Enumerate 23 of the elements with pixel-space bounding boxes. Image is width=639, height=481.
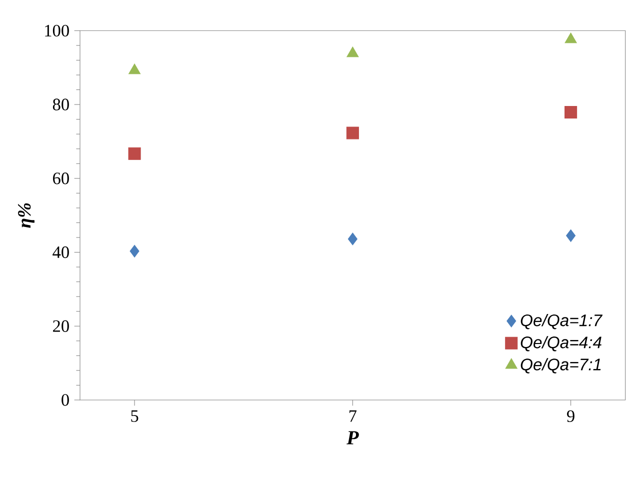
- y-tick-label: 60: [53, 172, 69, 184]
- point: [130, 244, 140, 258]
- point: [346, 126, 359, 140]
- legend-label: Qe/Qa=1:7: [520, 314, 603, 330]
- point: [128, 64, 141, 74]
- legend-label: Qe/Qa=4:4: [520, 336, 602, 352]
- y-tick-label: 20: [53, 320, 69, 332]
- y-tick-label: 0: [62, 394, 69, 406]
- x-tick-label: 5: [131, 410, 138, 422]
- point: [346, 46, 359, 58]
- x-tick-label: 7: [349, 410, 357, 422]
- y-axis-title: η%: [18, 203, 34, 228]
- x-axis-title: P: [346, 431, 359, 444]
- point: [566, 229, 576, 242]
- y-tick-label: 80: [52, 98, 69, 110]
- y-tick-label: 40: [52, 246, 69, 258]
- point: [128, 147, 141, 160]
- x-tick-label: 9: [567, 410, 574, 422]
- legend-label: Qe/Qa=7:1: [520, 358, 601, 374]
- y-tick-label: 100: [45, 24, 69, 37]
- point: [348, 232, 358, 246]
- point: [564, 32, 577, 44]
- point: [564, 106, 578, 119]
